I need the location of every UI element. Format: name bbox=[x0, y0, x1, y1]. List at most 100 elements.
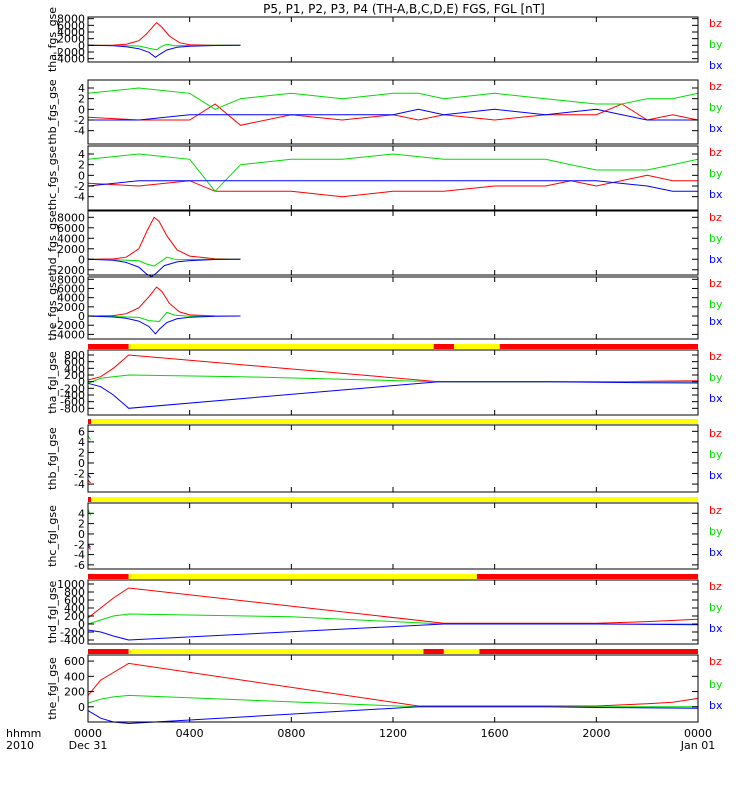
y-tick-label: 8000 bbox=[57, 13, 85, 26]
legend-bz: bz bbox=[709, 17, 722, 30]
series-bz-line bbox=[87, 286, 241, 317]
legend-by: by bbox=[709, 298, 723, 311]
status-bar-segment bbox=[423, 649, 444, 654]
y-tick-label: 0 bbox=[78, 169, 85, 182]
status-bar-segment bbox=[88, 419, 92, 424]
status-bar-segment bbox=[88, 344, 129, 349]
series-bx-line bbox=[87, 623, 699, 641]
y-tick-label: 0 bbox=[78, 39, 85, 52]
series-bz-line bbox=[87, 216, 241, 260]
y-tick-label: -2 bbox=[74, 538, 85, 551]
y-tick-label: 4 bbox=[78, 82, 85, 95]
x-tick-label: 0400 bbox=[176, 727, 204, 740]
y-tick-label: -4 bbox=[74, 478, 85, 491]
panel-frame bbox=[87, 210, 699, 276]
panel-frame bbox=[87, 276, 699, 340]
legend-bz: bz bbox=[709, 146, 722, 159]
series-bx-line bbox=[87, 315, 241, 335]
y-tick-label: 8000 bbox=[57, 211, 85, 224]
series-by-line bbox=[87, 311, 241, 323]
series-bx-line bbox=[88, 108, 698, 121]
panel-frame bbox=[87, 16, 699, 63]
status-bar-segment bbox=[128, 574, 477, 579]
status-bar-segment bbox=[499, 344, 698, 349]
y-axis-label: thc_fgl_gse bbox=[46, 505, 59, 567]
series-by-line bbox=[87, 43, 241, 51]
x-axis-label-top: hhmm bbox=[6, 727, 41, 740]
panel-frame bbox=[87, 579, 699, 645]
legend-bx: bx bbox=[709, 546, 723, 559]
y-tick-label: -200 bbox=[60, 626, 85, 639]
y-tick-label: 4000 bbox=[57, 26, 85, 39]
panel-the_fgl_gse: 0 200 400 600 the_fgl_gse bz by bx bbox=[46, 649, 723, 725]
y-tick-label: 200 bbox=[64, 610, 85, 623]
series-by-line bbox=[87, 153, 699, 193]
y-tick-label: 600 bbox=[64, 356, 85, 369]
y-tick-label: -2 bbox=[74, 114, 85, 127]
legend-bx: bx bbox=[709, 699, 723, 712]
y-tick-label: -4000 bbox=[53, 53, 85, 66]
legend-bz: bz bbox=[709, 427, 722, 440]
legend-bx: bx bbox=[709, 122, 723, 135]
y-tick-label: 4 bbox=[78, 507, 85, 520]
y-tick-label: 0 bbox=[78, 103, 85, 116]
x-tick-label: 2000 bbox=[582, 727, 610, 740]
y-tick-label: 0 bbox=[78, 618, 85, 631]
status-bar-segment bbox=[88, 497, 92, 502]
panel-frame bbox=[87, 424, 699, 493]
legend-by: by bbox=[709, 38, 723, 51]
y-tick-label: 6000 bbox=[57, 19, 85, 32]
y-tick-label: 400 bbox=[64, 670, 85, 683]
status-bar-segment bbox=[454, 344, 500, 349]
x-tick-label: 0800 bbox=[277, 727, 305, 740]
legend-by: by bbox=[709, 678, 723, 691]
y-axis-label: thb_fgs_gse bbox=[46, 79, 59, 145]
y-tick-label: 6 bbox=[78, 425, 85, 438]
series-by-line bbox=[87, 256, 241, 267]
y-tick-label: 200 bbox=[64, 369, 85, 382]
panel-frame bbox=[87, 654, 699, 723]
legend-by: by bbox=[709, 525, 723, 538]
y-tick-label: 1000 bbox=[57, 578, 85, 591]
y-tick-label: 0 bbox=[78, 253, 85, 266]
status-bar-segment bbox=[91, 419, 699, 424]
y-tick-label: 2 bbox=[78, 93, 85, 106]
series-by-line bbox=[87, 87, 699, 110]
y-tick-label: -400 bbox=[60, 634, 85, 647]
y-tick-label: -2000 bbox=[53, 46, 85, 59]
y-tick-label: 4000 bbox=[57, 232, 85, 245]
series-bz-line bbox=[87, 662, 699, 707]
y-tick-label: -4 bbox=[74, 549, 85, 562]
series-bz-line bbox=[87, 354, 699, 383]
y-tick-label: -200 bbox=[60, 382, 85, 395]
legend-by: by bbox=[709, 448, 723, 461]
legend-by: by bbox=[709, 232, 723, 245]
y-tick-label: 800 bbox=[64, 349, 85, 362]
y-axis-label: tha_fgl_gse bbox=[46, 351, 59, 414]
legend-bz: bz bbox=[709, 277, 722, 290]
y-tick-label: 2 bbox=[78, 518, 85, 531]
y-tick-label: -600 bbox=[60, 396, 85, 409]
legend-bz: bz bbox=[709, 211, 722, 224]
y-tick-label: 0 bbox=[78, 528, 85, 541]
y-tick-label: 0 bbox=[78, 376, 85, 389]
y-tick-label: -4000 bbox=[53, 328, 85, 341]
legend-bz: bz bbox=[709, 504, 722, 517]
y-tick-label: 6000 bbox=[57, 222, 85, 235]
panel-frame bbox=[87, 502, 699, 570]
status-bar-segment bbox=[433, 344, 454, 349]
status-bar-segment bbox=[479, 649, 698, 654]
y-tick-label: 8000 bbox=[57, 273, 85, 286]
x-tick-date-label: Dec 31 bbox=[69, 739, 108, 752]
legend-by: by bbox=[709, 167, 723, 180]
y-tick-label: -400 bbox=[60, 389, 85, 402]
legend-bx: bx bbox=[709, 188, 723, 201]
series-bx-line bbox=[87, 44, 241, 58]
y-tick-label: 0 bbox=[78, 701, 85, 714]
